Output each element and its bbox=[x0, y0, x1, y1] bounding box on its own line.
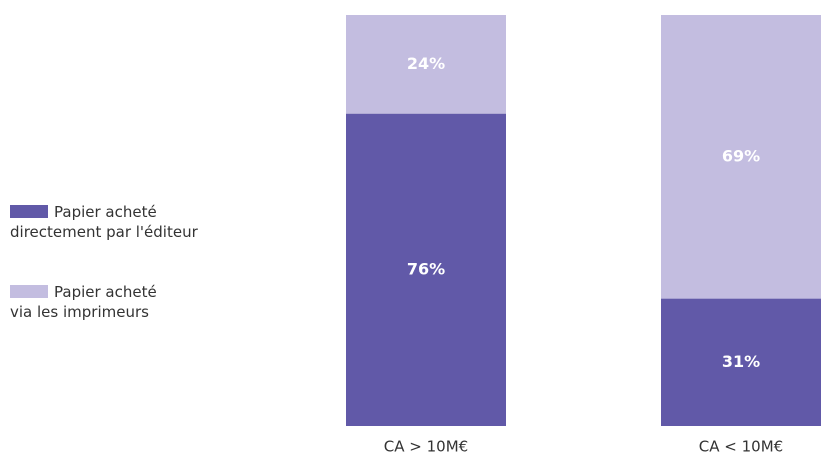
bar-segment bbox=[661, 15, 821, 299]
bar-segment bbox=[346, 15, 506, 114]
data-label: 69% bbox=[722, 146, 760, 165]
bar-segment bbox=[661, 298, 821, 426]
legend-label: Papier acheté directement par l'éditeur bbox=[10, 203, 198, 241]
legend-swatch bbox=[10, 285, 48, 298]
data-label: 24% bbox=[407, 54, 445, 73]
legend-item: Papier acheté directement par l'éditeur bbox=[10, 202, 198, 242]
legend-item: Papier acheté via les imprimeurs bbox=[10, 282, 157, 322]
x-tick-label: CA < 10M€ bbox=[699, 438, 783, 456]
bar-segment bbox=[346, 113, 506, 426]
legend-label: Papier acheté via les imprimeurs bbox=[10, 283, 157, 321]
legend-swatch bbox=[10, 205, 48, 218]
data-label: 76% bbox=[407, 259, 445, 278]
data-label: 31% bbox=[722, 352, 760, 371]
x-tick-label: CA > 10M€ bbox=[384, 438, 468, 456]
